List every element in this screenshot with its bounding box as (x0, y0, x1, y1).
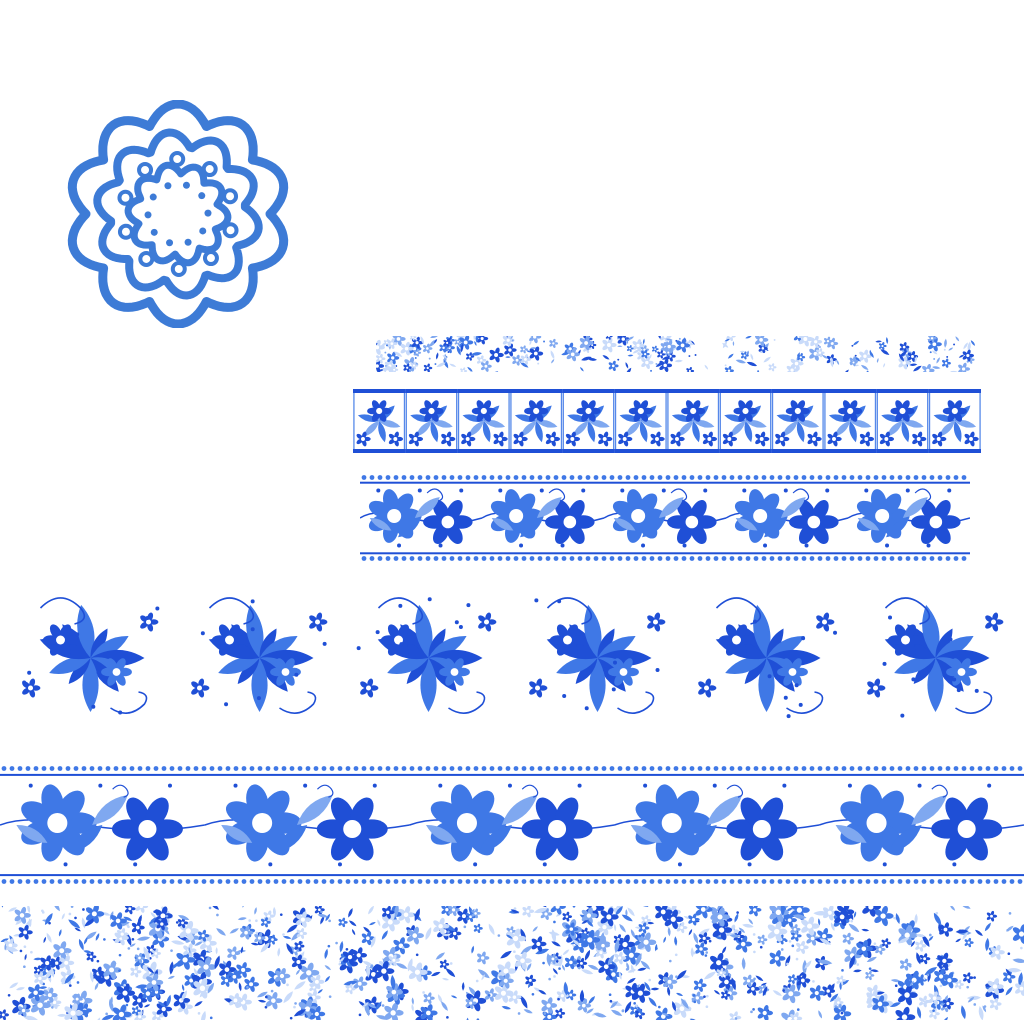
bellflower-strip-graphic (360, 474, 970, 562)
pattern-strip-graphic (376, 336, 976, 372)
rosette-icon (67, 100, 289, 328)
flourish-motif-row (6, 588, 1020, 728)
flourish-motif (529, 597, 666, 714)
flourish-row-graphic (22, 597, 1004, 719)
flourish-motif (356, 597, 497, 714)
dense-band-graphic (0, 906, 1024, 1020)
flourish-motif (191, 597, 328, 714)
tile-border-strip (353, 389, 981, 453)
rosette-medallion (60, 100, 296, 328)
tile-strip-graphic (353, 389, 981, 453)
bellflower-border-strip (360, 474, 970, 562)
dense-pattern-band (0, 906, 1024, 1020)
flourish-motif (698, 597, 838, 719)
flourish-motif (867, 597, 1004, 718)
thin-pattern-strip (376, 336, 976, 372)
flourish-motif (22, 597, 160, 715)
wide-bellflower-border (0, 764, 1024, 886)
wide-border-graphic (0, 764, 1024, 886)
